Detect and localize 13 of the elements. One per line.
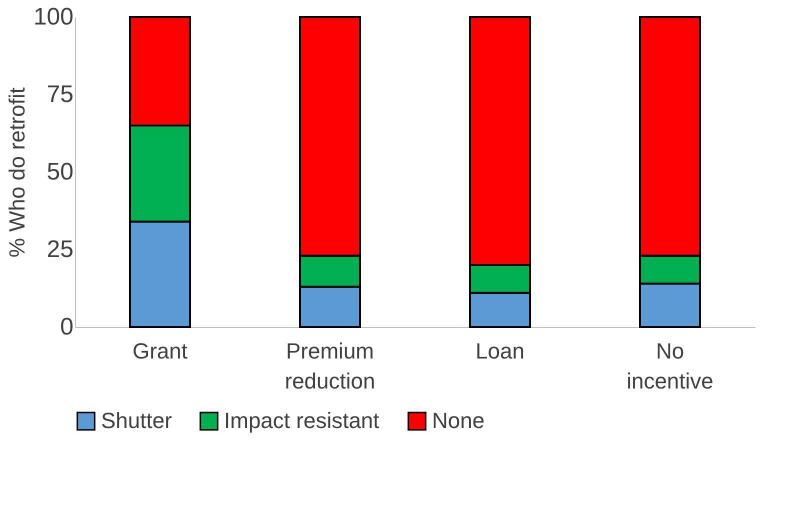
y-axis-title: % Who do retrofit: [4, 88, 30, 258]
y-tick-label: 100: [33, 4, 74, 30]
y-tick-label: 50: [46, 158, 74, 186]
y-tick-label: 25: [46, 236, 74, 263]
y-tick-label: 75: [46, 81, 74, 108]
x-tick-label: Loan: [476, 338, 524, 364]
legend-label: Impact resistant: [224, 408, 380, 434]
legend-label: None: [432, 408, 485, 434]
x-tick-label: No incentive: [626, 338, 714, 394]
legend-label: Shutter: [101, 408, 172, 434]
x-tick-label: Premium reduction: [284, 338, 376, 394]
y-tick-label: 0: [60, 314, 74, 340]
x-tick-label: Grant: [132, 338, 188, 364]
